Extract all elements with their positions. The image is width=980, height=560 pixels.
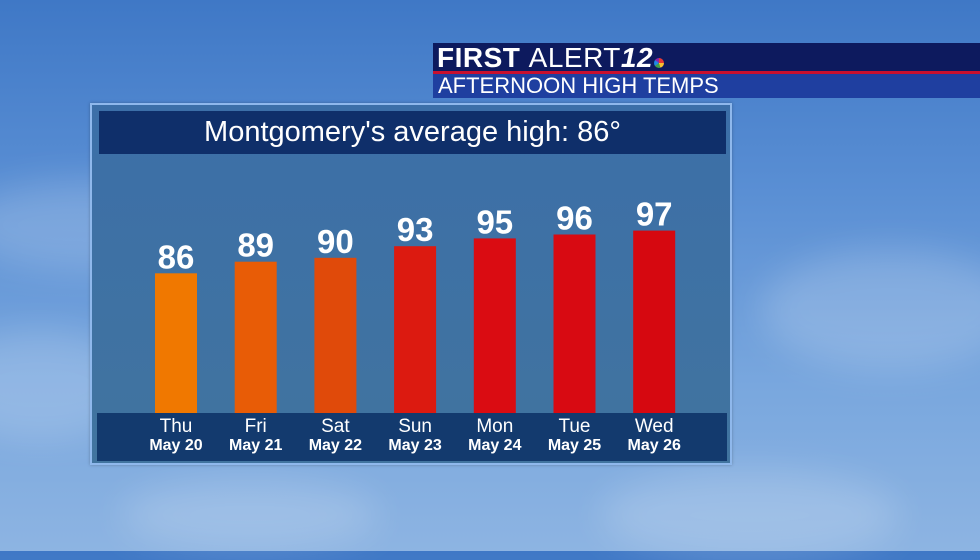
value-label-thu: 86 xyxy=(158,238,195,275)
bar-thu xyxy=(155,273,197,413)
x-tick-day: Fri xyxy=(244,416,267,437)
subtitle-text: AFTERNOON HIGH TEMPS xyxy=(438,73,719,98)
chart-title: Montgomery's average high: 86° xyxy=(99,111,726,154)
bar-tue xyxy=(553,234,596,413)
bar-sun xyxy=(394,246,437,413)
x-tick-date: May 22 xyxy=(308,437,363,454)
x-tick-date: May 26 xyxy=(627,437,681,454)
bar-mon xyxy=(473,238,516,413)
x-tick-date: May 23 xyxy=(388,437,442,454)
network-peacock-icon xyxy=(654,58,665,68)
x-label-tue: Tue May 25 xyxy=(535,417,615,454)
x-label-wed: Wed May 26 xyxy=(614,417,694,454)
value-label-fri: 89 xyxy=(237,227,274,264)
x-tick-date: May 20 xyxy=(149,437,203,454)
brand-title-bold: FIRST xyxy=(437,42,521,73)
value-label-tue: 96 xyxy=(556,200,593,237)
value-label-wed: 97 xyxy=(636,196,673,233)
x-label-mon: Mon May 24 xyxy=(455,417,535,454)
bar-fri xyxy=(234,261,277,413)
value-label-sat: 90 xyxy=(317,223,354,260)
brand-title-number: 12 xyxy=(620,42,654,73)
bar-chart: 86 89 90 93 95 96 97 xyxy=(155,196,676,413)
brand-title-thin: ALERT xyxy=(528,42,621,73)
x-axis-band xyxy=(97,413,727,461)
bar-wed xyxy=(633,230,676,413)
brand-bar: FIRST ALERT12 xyxy=(433,42,980,74)
x-label-fri: Fri May 21 xyxy=(216,417,296,454)
x-label-sat: Sat May 22 xyxy=(295,417,375,454)
value-label-mon: 95 xyxy=(476,203,513,240)
x-tick-day: Tue xyxy=(558,416,591,437)
x-tick-date: May 24 xyxy=(468,437,522,454)
x-tick-day: Thu xyxy=(159,416,193,437)
brand-accent-line xyxy=(433,71,980,74)
bar-sat xyxy=(314,257,357,413)
subtitle-bar: AFTERNOON HIGH TEMPS xyxy=(433,74,980,98)
x-tick-day: Mon xyxy=(476,416,514,437)
x-tick-date: May 25 xyxy=(547,437,602,454)
x-tick-date: May 21 xyxy=(229,437,283,454)
x-label-thu: Thu May 20 xyxy=(136,417,216,454)
x-tick-day: Sat xyxy=(321,416,350,437)
brand-title: FIRST ALERT12 xyxy=(437,42,665,74)
x-tick-day: Wed xyxy=(634,416,674,437)
x-tick-day: Sun xyxy=(398,416,432,437)
x-label-sun: Sun May 23 xyxy=(375,417,455,454)
value-label-sun: 93 xyxy=(397,211,434,248)
